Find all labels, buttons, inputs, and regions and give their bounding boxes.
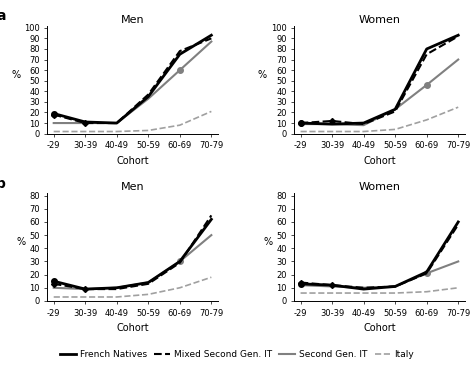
Text: b: b xyxy=(0,177,6,191)
X-axis label: Cohort: Cohort xyxy=(116,156,149,166)
Title: Men: Men xyxy=(121,15,145,25)
X-axis label: Cohort: Cohort xyxy=(363,323,396,333)
X-axis label: Cohort: Cohort xyxy=(116,323,149,333)
Text: a: a xyxy=(0,10,6,23)
Title: Men: Men xyxy=(121,182,145,192)
Y-axis label: %: % xyxy=(16,237,26,247)
X-axis label: Cohort: Cohort xyxy=(363,156,396,166)
Y-axis label: %: % xyxy=(11,70,20,80)
Title: Women: Women xyxy=(358,15,401,25)
Legend: French Natives, Mixed Second Gen. IT, Second Gen. IT, Italy: French Natives, Mixed Second Gen. IT, Se… xyxy=(56,346,418,363)
Title: Women: Women xyxy=(358,182,401,192)
Y-axis label: %: % xyxy=(258,70,267,80)
Y-axis label: %: % xyxy=(263,237,272,247)
